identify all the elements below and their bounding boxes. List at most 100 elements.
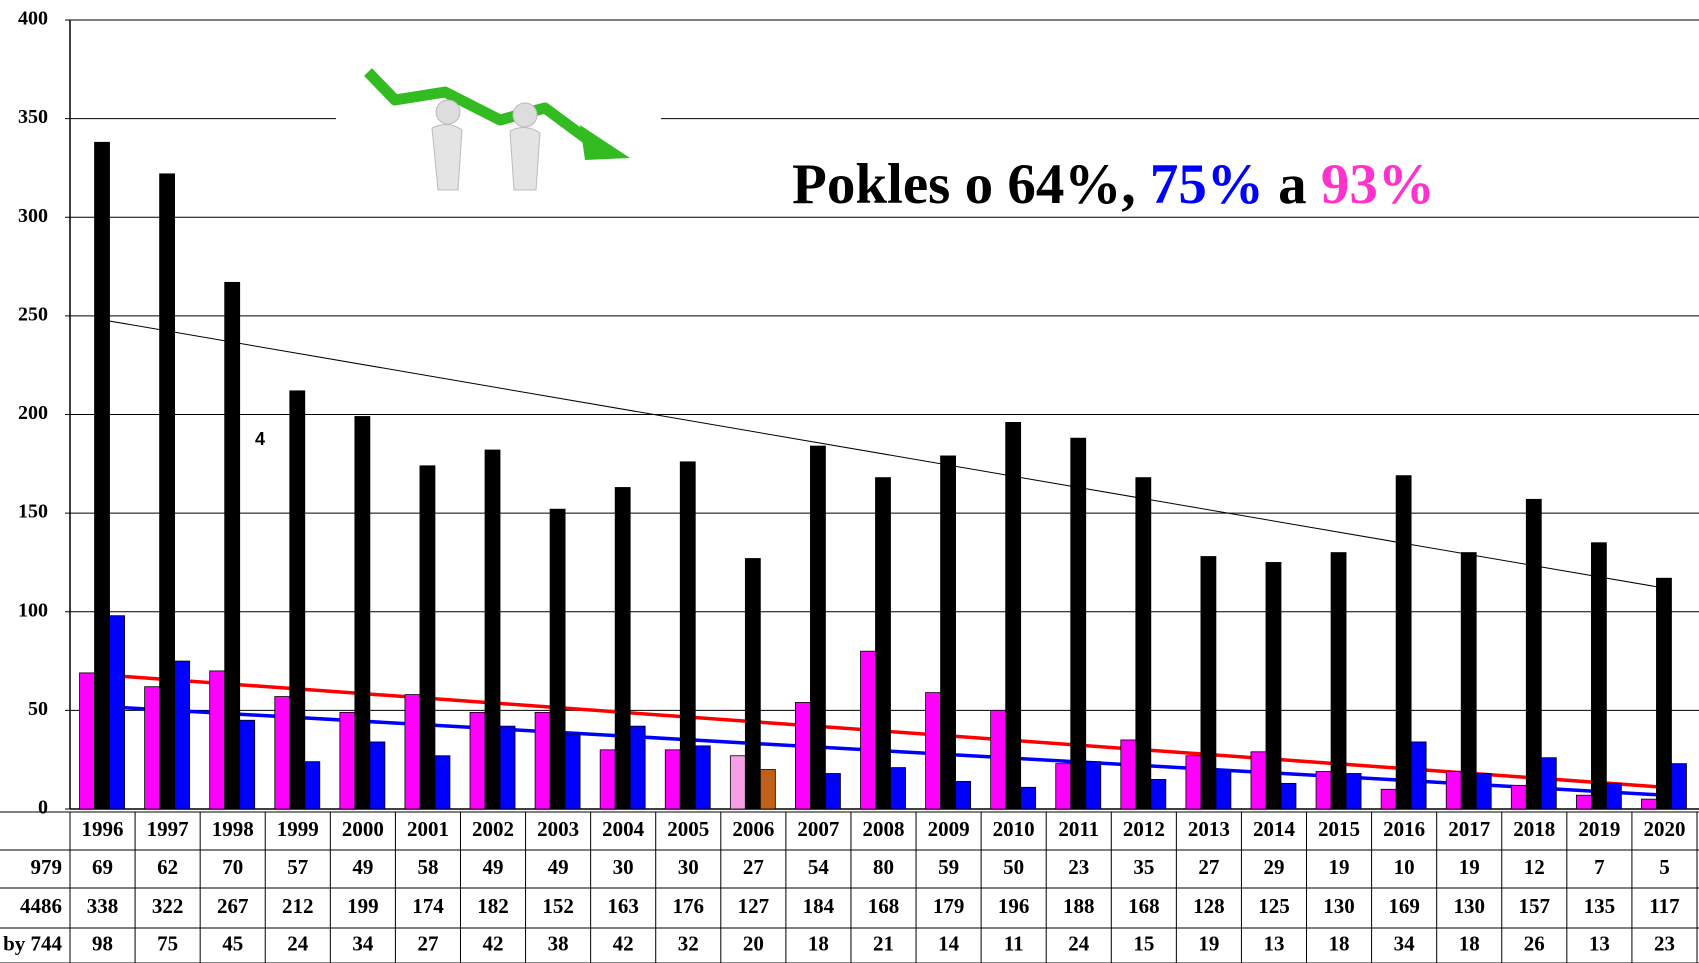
table-value: 59: [938, 855, 959, 879]
bar: [1200, 556, 1217, 810]
table-value: 157: [1519, 894, 1551, 918]
bar: [679, 461, 696, 810]
figure-head: [512, 102, 538, 128]
table-value: 179: [933, 894, 965, 918]
bar: [1460, 552, 1477, 810]
table-value: 5: [1659, 855, 1670, 879]
illustration: [336, 50, 661, 191]
table-value: 23: [1068, 855, 1089, 879]
legend-label: 979: [31, 855, 63, 879]
table-value: 50: [1003, 855, 1024, 879]
x-tick-label: 2017: [1448, 817, 1490, 841]
bar: [564, 733, 581, 810]
table-value: 57: [287, 855, 308, 879]
title-part: 75%: [1150, 153, 1264, 216]
bar: [1020, 786, 1037, 810]
figure-body: [509, 127, 541, 191]
table-value: 21: [873, 931, 894, 955]
x-tick-label: 2013: [1188, 817, 1230, 841]
table-value: 125: [1258, 894, 1290, 918]
x-tick-label: 1996: [82, 817, 124, 841]
bar: [664, 749, 681, 810]
table-value: 128: [1193, 894, 1225, 918]
table-value: 168: [868, 894, 900, 918]
y-tick-label: 50: [28, 698, 48, 720]
bar: [369, 741, 386, 810]
bar: [890, 767, 906, 810]
y-tick-label: 300: [18, 205, 48, 227]
bar: [1070, 437, 1087, 810]
x-tick-label: 2003: [537, 817, 579, 841]
table-value: 12: [1524, 855, 1545, 879]
x-tick-label: 2002: [472, 817, 514, 841]
table-value: 168: [1128, 894, 1160, 918]
x-tick-label: 1997: [147, 817, 189, 841]
table-value: 212: [282, 894, 314, 918]
bar: [694, 745, 711, 810]
table-value: 174: [412, 894, 444, 918]
x-tick-label: 1998: [212, 817, 254, 841]
table-value: 30: [613, 855, 634, 879]
title-part: 93%: [1321, 153, 1435, 216]
bar: [549, 508, 566, 810]
table-value: 54: [808, 855, 830, 879]
x-tick-label: 2011: [1058, 817, 1099, 841]
bar: [1590, 542, 1607, 810]
table-value: 14: [938, 931, 960, 955]
y-tick-label: 100: [18, 599, 48, 621]
table-value: 267: [217, 894, 249, 918]
bar: [1250, 751, 1267, 810]
bar: [289, 390, 306, 810]
y-tick-label: 200: [18, 402, 48, 424]
bar: [1005, 421, 1022, 810]
table-value: 182: [477, 894, 509, 918]
table-value: 20: [743, 931, 764, 955]
table-value: 18: [808, 931, 829, 955]
bars: [79, 141, 1687, 810]
bar: [1150, 779, 1167, 810]
bar: [955, 780, 971, 810]
table-value: 24: [287, 931, 309, 955]
bar: [239, 719, 256, 810]
table-value: 7: [1594, 855, 1605, 879]
title-part: Pokles o 64%,: [792, 153, 1150, 216]
table-value: 23: [1654, 931, 1675, 955]
table-value: 184: [803, 894, 835, 918]
y-tick-label: 0: [38, 797, 48, 819]
bar: [860, 650, 876, 810]
table-value: 38: [548, 931, 569, 955]
table-value: 188: [1063, 894, 1095, 918]
table-value: 27: [743, 855, 764, 879]
table-value: 152: [542, 894, 574, 918]
table-value: 19: [1459, 855, 1480, 879]
table-value: 117: [1649, 894, 1679, 918]
table-value: 13: [1263, 931, 1284, 955]
bar: [1395, 475, 1412, 810]
table-value: 199: [347, 894, 379, 918]
table-value: 49: [548, 855, 569, 879]
bar: [209, 670, 226, 810]
bar: [1055, 763, 1072, 810]
table-value: 75: [157, 931, 178, 955]
arrow-head: [580, 125, 630, 160]
bar: [1525, 498, 1542, 810]
table-value: 11: [1004, 931, 1024, 955]
bar: [109, 615, 125, 810]
bar: [729, 755, 746, 810]
x-tick-label: 2020: [1643, 817, 1685, 841]
table-value: 49: [483, 855, 504, 879]
x-tick-label: 2012: [1123, 817, 1165, 841]
x-tick-label: 2015: [1318, 817, 1360, 841]
x-tick-label: 2016: [1383, 817, 1425, 841]
table-value: 98: [92, 931, 113, 955]
table-value: 163: [607, 894, 639, 918]
table-value: 49: [352, 855, 373, 879]
table-value: 27: [417, 931, 438, 955]
legend-label: 4486: [20, 894, 62, 918]
bar: [1280, 782, 1297, 810]
table-value: 322: [152, 894, 184, 918]
bar: [1345, 773, 1362, 810]
table-value: 196: [998, 894, 1030, 918]
x-tick-label: 2001: [407, 817, 449, 841]
